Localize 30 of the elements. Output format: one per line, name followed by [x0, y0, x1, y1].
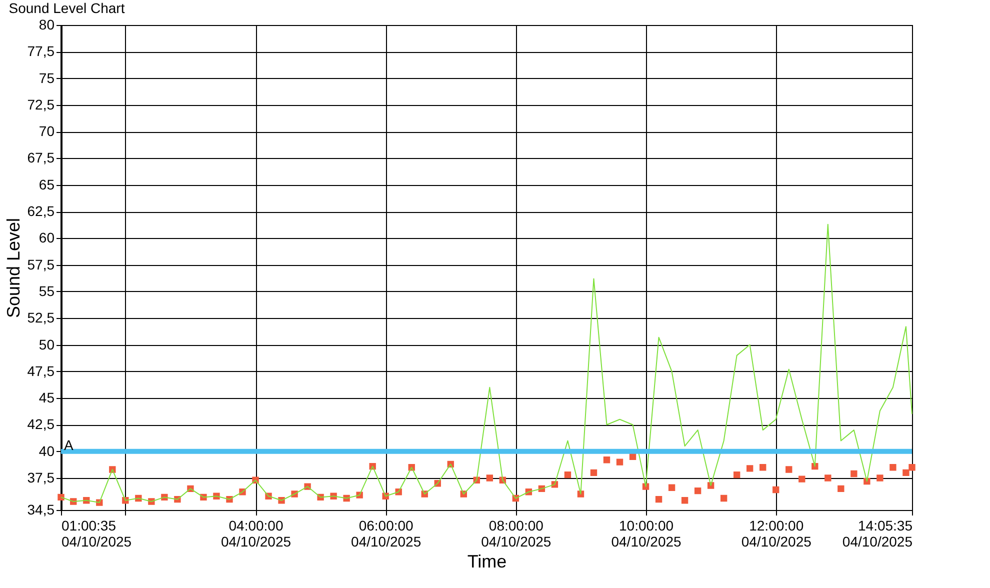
- y-tick-label: 45: [38, 390, 55, 406]
- y-tick-label: 70: [38, 123, 55, 140]
- y-tick-label: 62,5: [27, 203, 55, 220]
- y-tick-label: 60: [38, 230, 55, 246]
- x-tick-label: 08:00:00 04/10/2025: [481, 518, 552, 550]
- y-tick-label: 52,5: [27, 310, 55, 326]
- x-tick-label: 04:00:00 04/10/2025: [220, 518, 292, 550]
- y-tick-label: 77,5: [27, 43, 55, 60]
- y-tick-label: 50: [38, 336, 55, 352]
- y-axis-title: Sound Level: [3, 218, 24, 318]
- x-tick-label: 12:00:00 04/10/2025: [741, 518, 812, 550]
- x-tick-label: 10:00:00 04/10/2025: [611, 518, 682, 550]
- x-axis-title: Time: [467, 552, 507, 572]
- y-tick-label: 34,5: [27, 502, 55, 518]
- y-tick-label: 80: [38, 16, 55, 32]
- y-tick-label: 42,5: [27, 416, 55, 432]
- y-tick-label: 67,5: [27, 150, 55, 166]
- x-tick-label: 06:00:00 04/10/2025: [351, 518, 422, 550]
- y-tick-label: 57,5: [27, 256, 55, 272]
- x-tick-label: 14:05:35 04/10/2025: [842, 518, 913, 550]
- annotation: A: [64, 437, 74, 453]
- x-tick-label: 01:00:35 04/10/2025: [62, 518, 132, 550]
- y-tick-label: 75: [38, 70, 55, 86]
- y-tick-label: 37,5: [27, 470, 55, 486]
- chart-title: Sound Level Chart: [8, 0, 125, 16]
- y-tick-label: 55: [38, 282, 55, 299]
- y-tick-label: 40: [38, 442, 55, 459]
- y-tick-label: 65: [38, 176, 55, 192]
- y-tick-label: 47,5: [27, 362, 55, 379]
- y-tick-label: 72,5: [27, 96, 55, 112]
